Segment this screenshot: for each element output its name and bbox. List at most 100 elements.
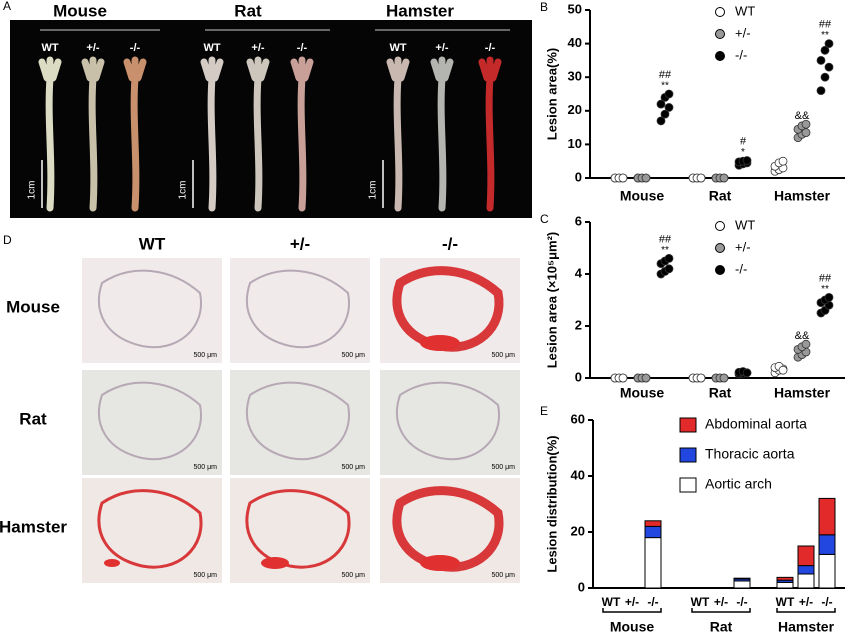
significance-star: ** (661, 81, 669, 92)
bar-segment (644, 525, 662, 539)
significance-star: ** (821, 284, 829, 295)
legend-label: +/- (735, 25, 751, 40)
y-axis-label: Lesion area(%) (544, 48, 559, 140)
scale-bar-label: 500 μm (492, 572, 516, 579)
bar-segment (797, 565, 815, 575)
legend-marker (715, 243, 725, 253)
column-header: WT (139, 234, 166, 253)
legend-swatch (679, 447, 697, 463)
tissue (245, 381, 351, 461)
group-bracket (602, 608, 662, 613)
significance-star: ** (821, 30, 829, 41)
group-bracket (776, 608, 836, 613)
significance-marker: ## (659, 233, 672, 245)
data-point (664, 264, 674, 274)
data-point (816, 56, 826, 65)
data-point (778, 156, 788, 166)
bar-segment (776, 581, 794, 589)
data-point (742, 156, 752, 165)
group-label: Hamster (778, 619, 835, 635)
aorta (386, 56, 410, 212)
x-tick-label: -/- (736, 595, 747, 609)
aorta (290, 56, 314, 212)
data-point (816, 86, 826, 96)
data-point (801, 339, 811, 349)
bar-segment (818, 553, 836, 589)
x-tick-label: Mouse (620, 385, 665, 401)
lipid-stain (261, 557, 289, 569)
legend-marker (715, 51, 725, 61)
data-point (719, 373, 729, 383)
tissue (245, 489, 351, 569)
panel-letter: D (3, 233, 12, 247)
scale-bar-label: 500 μm (194, 572, 218, 579)
scale-label: 1cm (27, 181, 38, 200)
legend-label: Aortic arch (705, 476, 772, 492)
bar-segment (644, 537, 662, 589)
data-point (696, 173, 706, 183)
significance-marker: && (795, 110, 810, 122)
x-tick-label: Rat (709, 385, 732, 401)
scale-bar-label: 500 μm (342, 352, 366, 359)
genotype-label: -/- (130, 42, 141, 54)
x-tick-label: Hamster (774, 188, 831, 204)
data-point (664, 253, 674, 263)
y-tick-label: 40 (571, 467, 585, 482)
scale-bar-label: 500 μm (194, 352, 218, 359)
data-point (801, 128, 811, 138)
bar-segment (818, 497, 836, 536)
histology-image (380, 370, 520, 475)
x-tick-label: Mouse (620, 188, 665, 204)
scale-bar-label: 500 μm (194, 464, 218, 471)
tissue (392, 266, 504, 352)
x-tick-label: Hamster (774, 385, 831, 401)
data-point (618, 373, 628, 383)
legend-label: +/- (735, 239, 751, 254)
column-header: +/- (290, 234, 310, 253)
aorta (246, 56, 270, 212)
legend-label: -/- (735, 261, 747, 276)
data-point (824, 39, 834, 48)
tissue (97, 489, 203, 569)
panel-letter: C (540, 212, 549, 226)
aorta (81, 56, 105, 212)
x-tick-label: +/- (799, 595, 813, 609)
y-tick-label: 0 (575, 369, 582, 384)
y-tick-label: 10 (568, 136, 582, 151)
data-point (660, 109, 670, 119)
legend-label: -/- (735, 47, 747, 62)
bar-segment (797, 545, 815, 567)
aorta (200, 56, 224, 212)
data-point (696, 373, 706, 383)
scale-bar-label: 500 μm (342, 464, 366, 471)
data-point (656, 99, 666, 109)
genotype-label: -/- (485, 42, 496, 54)
data-point (618, 173, 628, 183)
y-tick-label: 4 (575, 265, 583, 280)
tissue (395, 381, 501, 461)
significance-marker: # (740, 135, 747, 147)
genotype-label: -/- (297, 42, 308, 54)
aorta (478, 56, 502, 212)
lipid-stain (420, 335, 460, 351)
data-point (824, 62, 834, 72)
legend-label: WT (735, 217, 755, 232)
y-axis-label: Lesion distribution(%) (544, 435, 559, 572)
genotype-label: WT (41, 42, 58, 54)
genotype-label: +/- (86, 42, 99, 54)
legend-marker (715, 29, 725, 39)
species-title: Hamster (386, 1, 454, 20)
y-axis-label: Lesion area (×10⁵μm²) (544, 232, 559, 369)
tissue (97, 269, 203, 349)
scale-bar-label: 500 μm (342, 572, 366, 579)
legend-label: Thoracic aorta (705, 446, 795, 462)
group-label: Mouse (610, 619, 655, 635)
panel-letter: B (540, 0, 548, 14)
species-title: Rat (234, 1, 262, 20)
data-point (641, 173, 651, 183)
aorta (430, 56, 454, 212)
histology-image (230, 478, 370, 583)
legend-label: Abdominal aorta (705, 416, 807, 432)
histology-image (82, 478, 222, 583)
